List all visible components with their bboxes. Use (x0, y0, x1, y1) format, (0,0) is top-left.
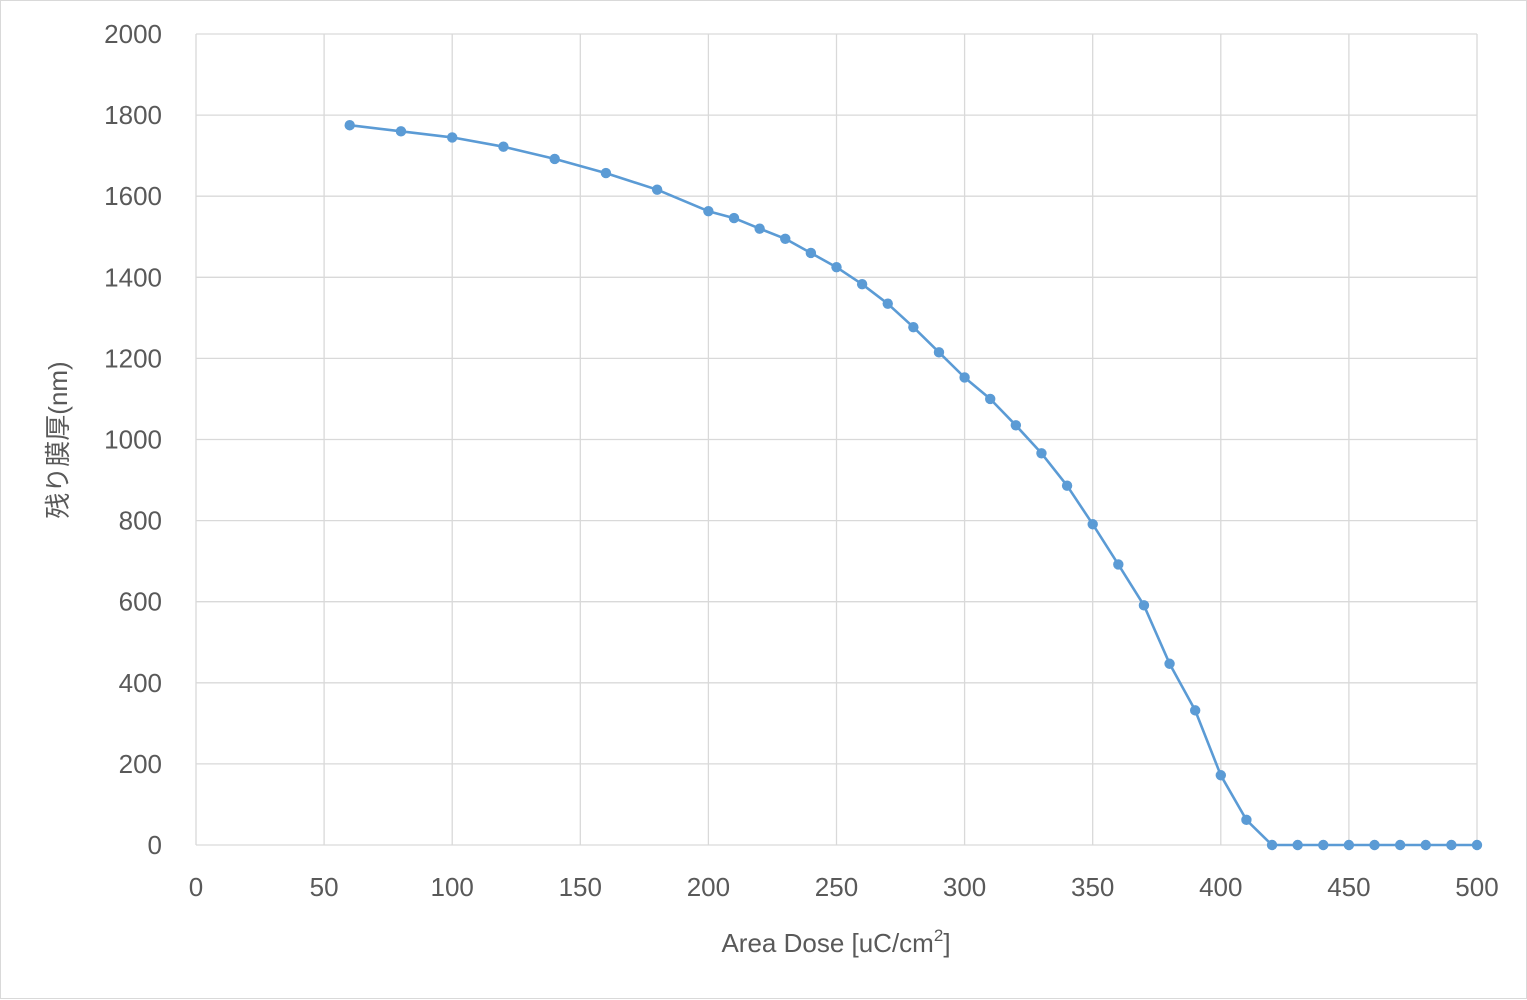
x-axis-title-close: ] (943, 928, 950, 958)
x-tick-label: 50 (310, 872, 339, 902)
data-point (805, 247, 817, 259)
data-point (1087, 519, 1098, 530)
data-point (1138, 600, 1150, 611)
data-point (600, 167, 612, 179)
data-point (1113, 559, 1124, 570)
x-tick-label: 400 (1199, 872, 1242, 902)
y-tick-label: 1400 (104, 262, 162, 292)
data-point (1189, 705, 1201, 716)
series-line (349, 123, 1477, 847)
x-axis-ticks: 0 50 100 150 200 250 300 350 400 450 500 (189, 872, 1499, 902)
gridlines (195, 33, 1478, 846)
x-tick-label: 300 (943, 872, 986, 902)
y-axis-ticks: 0 200 400 600 800 1000 1200 1400 1600 1800 2000 (104, 19, 162, 860)
y-axis-title: 残り膜厚(nm) (43, 361, 73, 518)
data-point (1215, 770, 1227, 781)
data-point (959, 372, 970, 383)
x-tick-label: 200 (687, 872, 730, 902)
data-point (1266, 839, 1278, 851)
y-tick-label: 1800 (104, 100, 162, 130)
y-tick-label: 800 (119, 506, 162, 536)
data-point (780, 233, 791, 244)
y-tick-label: 1200 (104, 343, 162, 373)
y-tick-label: 1600 (104, 181, 162, 211)
y-tick-label: 2000 (104, 19, 162, 49)
y-tick-label: 200 (119, 749, 162, 779)
data-point (985, 393, 996, 405)
data-point (754, 223, 765, 234)
y-tick-label: 600 (119, 587, 162, 617)
y-tick-label: 1000 (104, 425, 162, 455)
data-series (344, 120, 1483, 851)
x-tick-label: 100 (431, 872, 474, 902)
data-point (651, 184, 663, 195)
data-point (549, 153, 560, 165)
data-point (882, 298, 893, 309)
x-tick-label: 250 (815, 872, 858, 902)
data-point (1343, 839, 1355, 851)
data-point (1471, 839, 1483, 851)
x-axis-title-main: Area Dose [uC/cm (721, 928, 933, 958)
data-point (1164, 658, 1175, 669)
data-point (933, 347, 945, 358)
data-point (1394, 839, 1406, 851)
y-tick-label: 400 (119, 668, 162, 698)
data-point (344, 120, 355, 131)
data-point (1318, 839, 1329, 851)
data-point (908, 321, 919, 333)
x-axis-title-superscript: 2 (934, 926, 943, 945)
data-point (498, 141, 509, 152)
data-point (447, 132, 458, 143)
data-point (856, 278, 868, 290)
x-tick-label: 500 (1455, 872, 1498, 902)
data-point (395, 126, 407, 137)
x-tick-label: 150 (559, 872, 602, 902)
x-tick-label: 450 (1327, 872, 1370, 902)
data-point (1036, 448, 1047, 459)
data-point (1241, 814, 1252, 826)
data-point (1292, 839, 1303, 851)
data-point (728, 212, 740, 224)
data-point (831, 261, 842, 273)
data-point (1420, 839, 1431, 851)
x-axis-title: Area Dose [uC/cm2] (721, 926, 950, 958)
x-tick-label: 0 (189, 872, 203, 902)
data-point (1061, 480, 1073, 491)
y-tick-label: 0 (148, 830, 162, 860)
data-point (1446, 839, 1457, 851)
data-point (1369, 839, 1380, 851)
x-tick-label: 350 (1071, 872, 1114, 902)
data-point (1010, 420, 1022, 431)
data-point (703, 206, 714, 217)
